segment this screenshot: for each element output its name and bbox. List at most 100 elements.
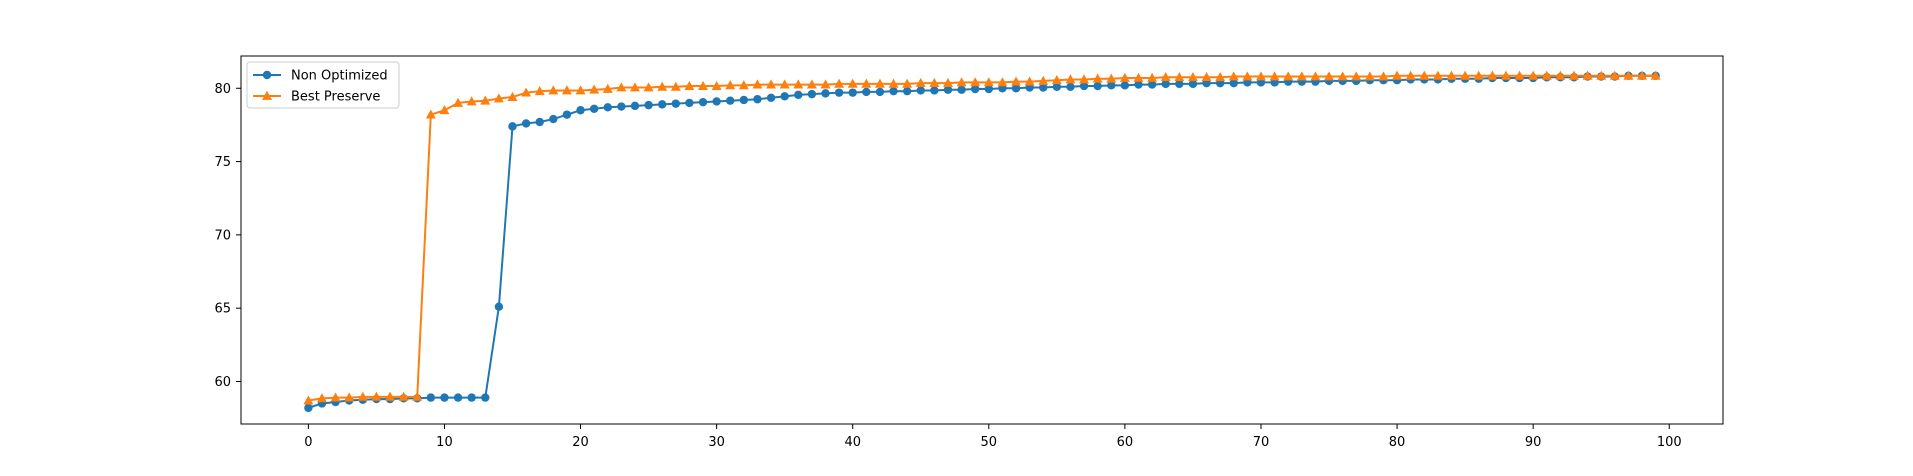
data-point	[929, 77, 940, 88]
data-point	[685, 98, 694, 108]
data-point	[1324, 71, 1334, 81]
data-point	[1596, 70, 1607, 80]
data-point	[521, 87, 532, 97]
data-point	[398, 391, 409, 401]
data-point	[1079, 81, 1089, 91]
data-point	[983, 77, 994, 87]
data-point	[1215, 72, 1226, 82]
data-point	[1582, 70, 1593, 80]
data-point	[1011, 84, 1021, 93]
data-point	[1501, 70, 1511, 80]
data-point	[1609, 70, 1620, 80]
data-point	[1188, 79, 1198, 89]
series-best-preserve	[303, 70, 1661, 405]
data-point	[1039, 83, 1048, 92]
data-point	[1650, 70, 1661, 80]
data-point	[753, 95, 762, 104]
data-point	[493, 93, 504, 103]
data-point	[1051, 74, 1062, 85]
data-point	[1364, 71, 1375, 81]
data-point	[970, 84, 980, 94]
data-point	[507, 91, 518, 101]
x-tick-label: 30	[708, 435, 725, 450]
x-tick-label: 10	[436, 435, 453, 450]
legend-entry-non-optimized: Non Optimized	[253, 69, 388, 84]
data-point	[738, 80, 749, 90]
data-point	[1119, 72, 1130, 82]
data-point	[752, 79, 763, 89]
legend: Non Optimized Best Preserve	[246, 61, 400, 109]
axes: 0 10 20 30 40 50 60 70 80 90 100 60 65 70 75 80	[214, 55, 1724, 450]
data-point	[317, 393, 327, 403]
x-tick-label: 50	[981, 435, 998, 450]
data-point	[1351, 71, 1362, 81]
data-point	[344, 392, 355, 402]
data-point	[821, 89, 830, 98]
data-point	[603, 103, 612, 112]
data-point	[453, 97, 463, 107]
data-point	[1405, 70, 1416, 80]
data-point	[943, 85, 953, 94]
data-point	[453, 393, 463, 402]
data-point	[521, 119, 531, 128]
data-point	[1460, 70, 1471, 80]
data-point	[1134, 80, 1143, 89]
axes-frame	[240, 55, 1724, 425]
data-point	[915, 77, 926, 88]
y-tick-label: 65	[214, 302, 231, 317]
data-point	[589, 84, 600, 94]
y-tick-label: 75	[214, 155, 231, 170]
data-point	[575, 85, 586, 95]
data-point	[589, 104, 599, 113]
data-point	[806, 79, 817, 89]
data-point	[807, 89, 817, 99]
data-point	[1160, 72, 1171, 82]
data-point	[1310, 71, 1321, 81]
data-point	[766, 93, 776, 102]
x-tick-label: 40	[844, 435, 861, 450]
data-point	[1147, 80, 1157, 89]
x-tick-label: 100	[1657, 435, 1682, 450]
data-point	[535, 117, 544, 127]
data-point	[834, 78, 845, 88]
data-point	[712, 97, 721, 106]
data-point	[725, 80, 736, 90]
x-tick-label: 60	[1117, 435, 1134, 450]
data-point	[466, 96, 477, 106]
data-point	[1161, 79, 1170, 89]
data-point	[494, 302, 504, 311]
data-point	[1147, 72, 1158, 82]
data-point	[875, 87, 885, 97]
data-point	[385, 391, 395, 401]
data-point	[902, 78, 913, 88]
data-point	[330, 392, 341, 402]
data-point	[888, 78, 899, 88]
legend-marker	[262, 90, 272, 100]
data-point	[930, 86, 939, 95]
data-point	[848, 88, 857, 97]
data-point	[439, 105, 450, 115]
x-tick-label: 20	[572, 435, 589, 450]
data-point	[1052, 82, 1062, 91]
data-point	[1446, 70, 1457, 80]
data-point	[508, 122, 517, 131]
legend-entry-best-preserve: Best Preserve	[253, 90, 380, 105]
x-tick-label: 80	[1389, 435, 1406, 450]
data-point	[997, 77, 1008, 87]
data-point	[874, 78, 885, 88]
data-point	[1201, 72, 1212, 82]
data-point	[1175, 79, 1184, 89]
data-point	[548, 85, 559, 95]
data-point	[1432, 70, 1443, 80]
data-point	[1079, 74, 1090, 84]
y-tick-label: 60	[214, 375, 231, 390]
data-point	[480, 95, 491, 105]
data-point	[1107, 81, 1116, 90]
x-tick-label: 0	[304, 435, 312, 450]
data-point	[847, 78, 858, 88]
data-point	[1065, 74, 1076, 84]
data-point	[1283, 71, 1294, 81]
data-point	[1188, 72, 1198, 82]
data-point	[1106, 73, 1117, 83]
data-point	[671, 99, 681, 108]
